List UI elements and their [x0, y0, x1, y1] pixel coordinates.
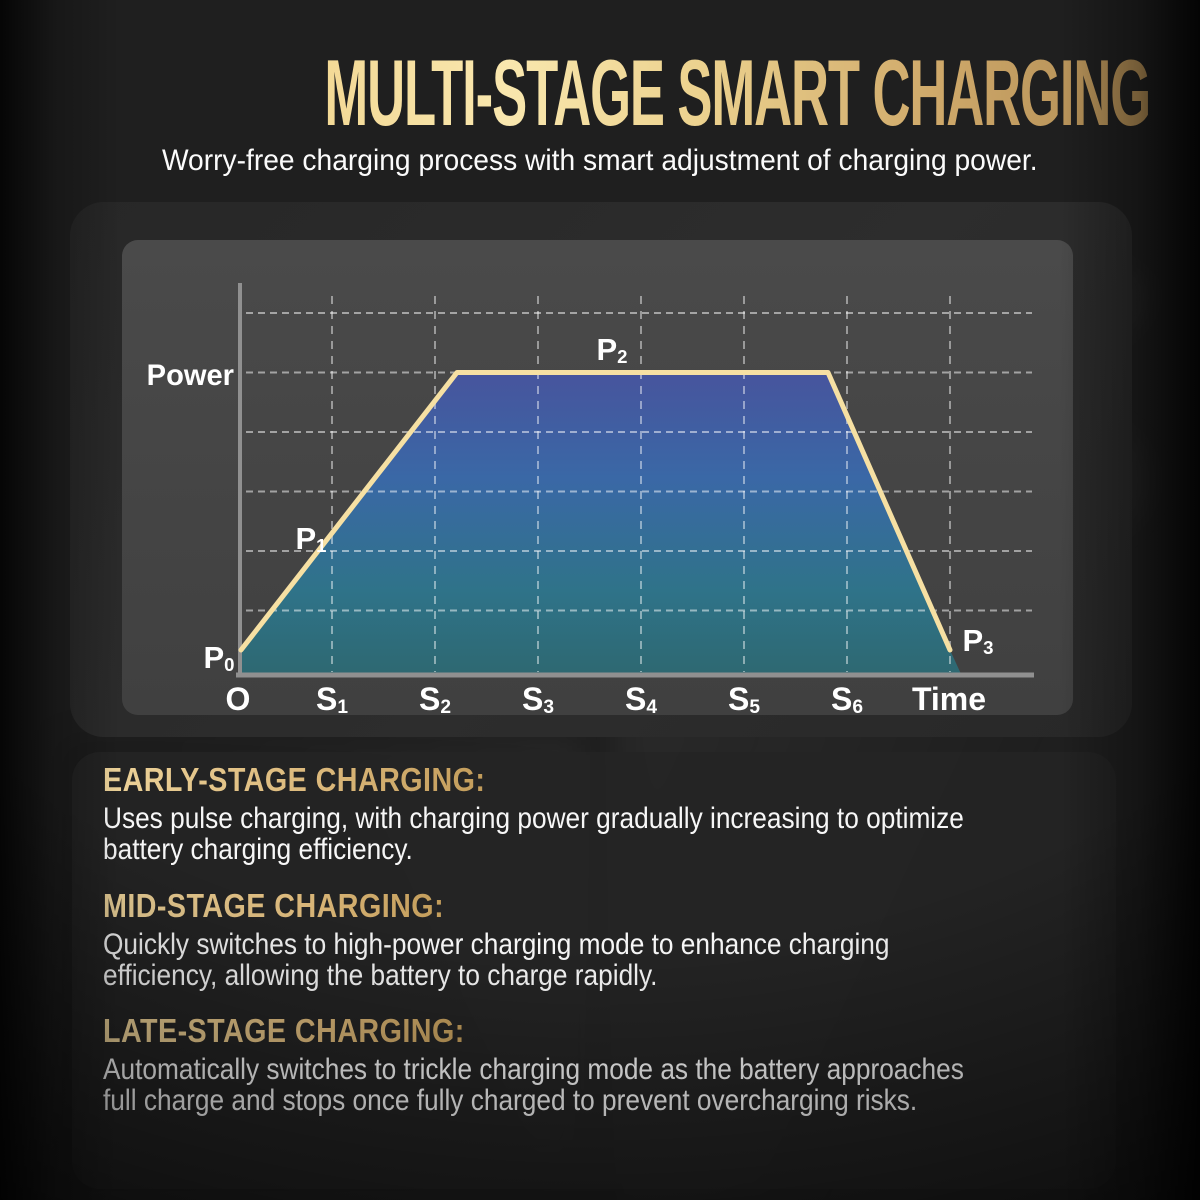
section-early-stage: EARLY-STAGE CHARGING: Uses pulse chargin…	[103, 760, 1143, 865]
x-tick-s6: S6	[830, 681, 864, 718]
page-title-row: MULTI-STAGE SMART CHARGING	[0, 40, 1200, 158]
x-tick-s5: S5	[727, 681, 761, 718]
x-tick-time: Time	[911, 681, 987, 717]
section-late-stage: LATE-STAGE CHARGING: Automatically switc…	[103, 1011, 1143, 1116]
x-tick-origin: O	[225, 681, 251, 717]
page-subtitle-row: Worry-free charging process with smart a…	[0, 144, 1200, 178]
chart-plot-area	[122, 240, 1073, 715]
section-body-late: Automatically switches to trickle chargi…	[103, 1053, 964, 1117]
section-heading-mid: MID-STAGE CHARGING:	[103, 887, 445, 924]
point-label-p3: P3	[962, 623, 994, 658]
y-axis-label: Power	[146, 359, 234, 392]
x-tick-s1: S1	[315, 681, 349, 718]
section-body-mid: Quickly switches to high-power charging …	[103, 928, 890, 992]
section-heading-late: LATE-STAGE CHARGING:	[103, 1012, 465, 1049]
x-tick-s3: S3	[521, 681, 555, 718]
x-tick-s4: S4	[624, 681, 658, 718]
section-heading-early: EARLY-STAGE CHARGING:	[103, 761, 486, 798]
point-label-p0: P0	[203, 640, 235, 675]
page-title: MULTI-STAGE SMART CHARGING	[324, 40, 1151, 145]
section-body-early: Uses pulse charging, with charging power…	[103, 802, 964, 866]
x-tick-s2: S2	[418, 681, 452, 718]
point-label-p2: P2	[596, 332, 628, 367]
page-subtitle: Worry-free charging process with smart a…	[162, 144, 1038, 177]
section-mid-stage: MID-STAGE CHARGING: Quickly switches to …	[103, 886, 1143, 991]
point-label-p1: P1	[295, 521, 327, 556]
